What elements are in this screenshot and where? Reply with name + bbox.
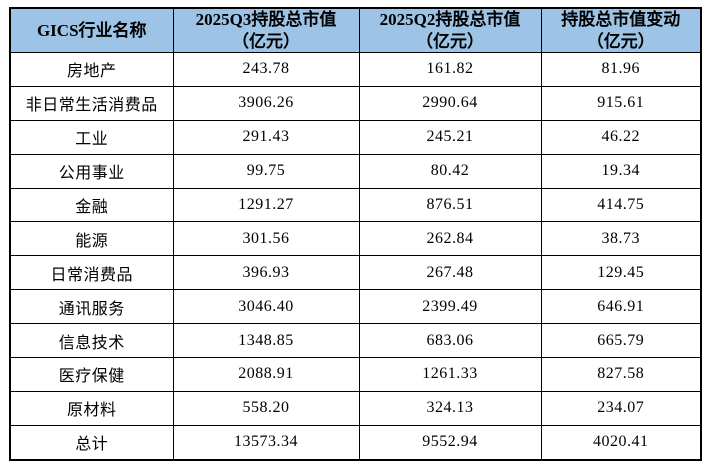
table-row-consumer-staples: 日常消费品 396.93 267.48 129.45 <box>9 255 702 291</box>
q3-cap-cell: 291.43 <box>172 119 360 155</box>
industry-cell: 总计 <box>9 424 174 461</box>
industry-cell: 公用事业 <box>9 153 174 189</box>
change-cell: 915.61 <box>540 85 702 121</box>
q2-cap-cell: 245.21 <box>358 119 542 155</box>
q3-cap-cell: 3046.40 <box>172 289 360 325</box>
q3-cap-cell: 301.56 <box>172 221 360 257</box>
table-row-communication-services: 通讯服务 3046.40 2399.49 646.91 <box>9 289 702 325</box>
change-cell: 4020.41 <box>540 424 702 461</box>
table-row-financials: 金融 1291.27 876.51 414.75 <box>9 187 702 223</box>
q3-cap-cell: 558.20 <box>172 390 360 426</box>
q3-cap-cell: 2088.91 <box>172 357 360 392</box>
table-row-consumer-discretionary: 非日常生活消费品 3906.26 2990.64 915.61 <box>9 85 702 121</box>
q2-cap-cell: 80.42 <box>358 153 542 189</box>
change-cell: 665.79 <box>540 323 702 359</box>
change-cell: 38.73 <box>540 221 702 257</box>
q2-cap-cell: 683.06 <box>358 323 542 359</box>
q2-cap-cell: 876.51 <box>358 187 542 223</box>
q2-cap-cell: 1261.33 <box>358 357 542 392</box>
q3-cap-cell: 13573.34 <box>172 424 360 461</box>
q3-cap-cell: 396.93 <box>172 255 360 291</box>
q3-cap-cell: 243.78 <box>172 52 360 87</box>
change-cell: 827.58 <box>540 357 702 392</box>
q2-cap-cell: 9552.94 <box>358 424 542 461</box>
q2-cap-cell: 324.13 <box>358 390 542 426</box>
q3-cap-cell: 1291.27 <box>172 187 360 223</box>
industry-cell: 日常消费品 <box>9 255 174 291</box>
industry-cell: 原材料 <box>9 390 174 426</box>
header-row: GICS行业名称 2025Q3持股总市值 （亿元） 2025Q2持股总市值 （亿… <box>9 7 702 53</box>
change-cell: 234.07 <box>540 390 702 426</box>
q2-cap-cell: 2990.64 <box>358 85 542 121</box>
table-row-industrials: 工业 291.43 245.21 46.22 <box>9 119 702 155</box>
table-row-total: 总计 13573.34 9552.94 4020.41 <box>9 424 702 461</box>
change-cell: 46.22 <box>540 119 702 155</box>
change-cell: 129.45 <box>540 255 702 291</box>
industry-cell: 信息技术 <box>9 323 174 359</box>
industry-cell: 房地产 <box>9 52 174 87</box>
table-row-materials: 原材料 558.20 324.13 234.07 <box>9 390 702 426</box>
industry-cell: 工业 <box>9 119 174 155</box>
q3-cap-cell: 3906.26 <box>172 85 360 121</box>
industry-cell: 通讯服务 <box>9 289 174 325</box>
table-row-real-estate: 房地产 243.78 161.82 81.96 <box>9 52 702 87</box>
change-cell: 19.34 <box>540 153 702 189</box>
header-market-cap-change: 持股总市值变动 （亿元） <box>540 7 702 53</box>
table-row-information-technology: 信息技术 1348.85 683.06 665.79 <box>9 323 702 359</box>
header-gics-industry: GICS行业名称 <box>9 7 174 53</box>
q2-cap-cell: 2399.49 <box>358 289 542 325</box>
change-cell: 414.75 <box>540 187 702 223</box>
change-cell: 646.91 <box>540 289 702 325</box>
table-row-health-care: 医疗保健 2088.91 1261.33 827.58 <box>9 357 702 392</box>
header-q3-market-cap: 2025Q3持股总市值 （亿元） <box>172 7 360 53</box>
q3-cap-cell: 99.75 <box>172 153 360 189</box>
industry-cell: 医疗保健 <box>9 357 174 392</box>
industry-cell: 非日常生活消费品 <box>9 85 174 121</box>
industry-cell: 能源 <box>9 221 174 257</box>
table-row-utilities: 公用事业 99.75 80.42 19.34 <box>9 153 702 189</box>
q2-cap-cell: 267.48 <box>358 255 542 291</box>
q2-cap-cell: 262.84 <box>358 221 542 257</box>
industry-cell: 金融 <box>9 187 174 223</box>
table-row-energy: 能源 301.56 262.84 38.73 <box>9 221 702 257</box>
q3-cap-cell: 1348.85 <box>172 323 360 359</box>
header-q2-market-cap: 2025Q2持股总市值 （亿元） <box>358 7 542 53</box>
gics-holdings-table: GICS行业名称 2025Q3持股总市值 （亿元） 2025Q2持股总市值 （亿… <box>9 7 702 461</box>
q2-cap-cell: 161.82 <box>358 52 542 87</box>
change-cell: 81.96 <box>540 52 702 87</box>
